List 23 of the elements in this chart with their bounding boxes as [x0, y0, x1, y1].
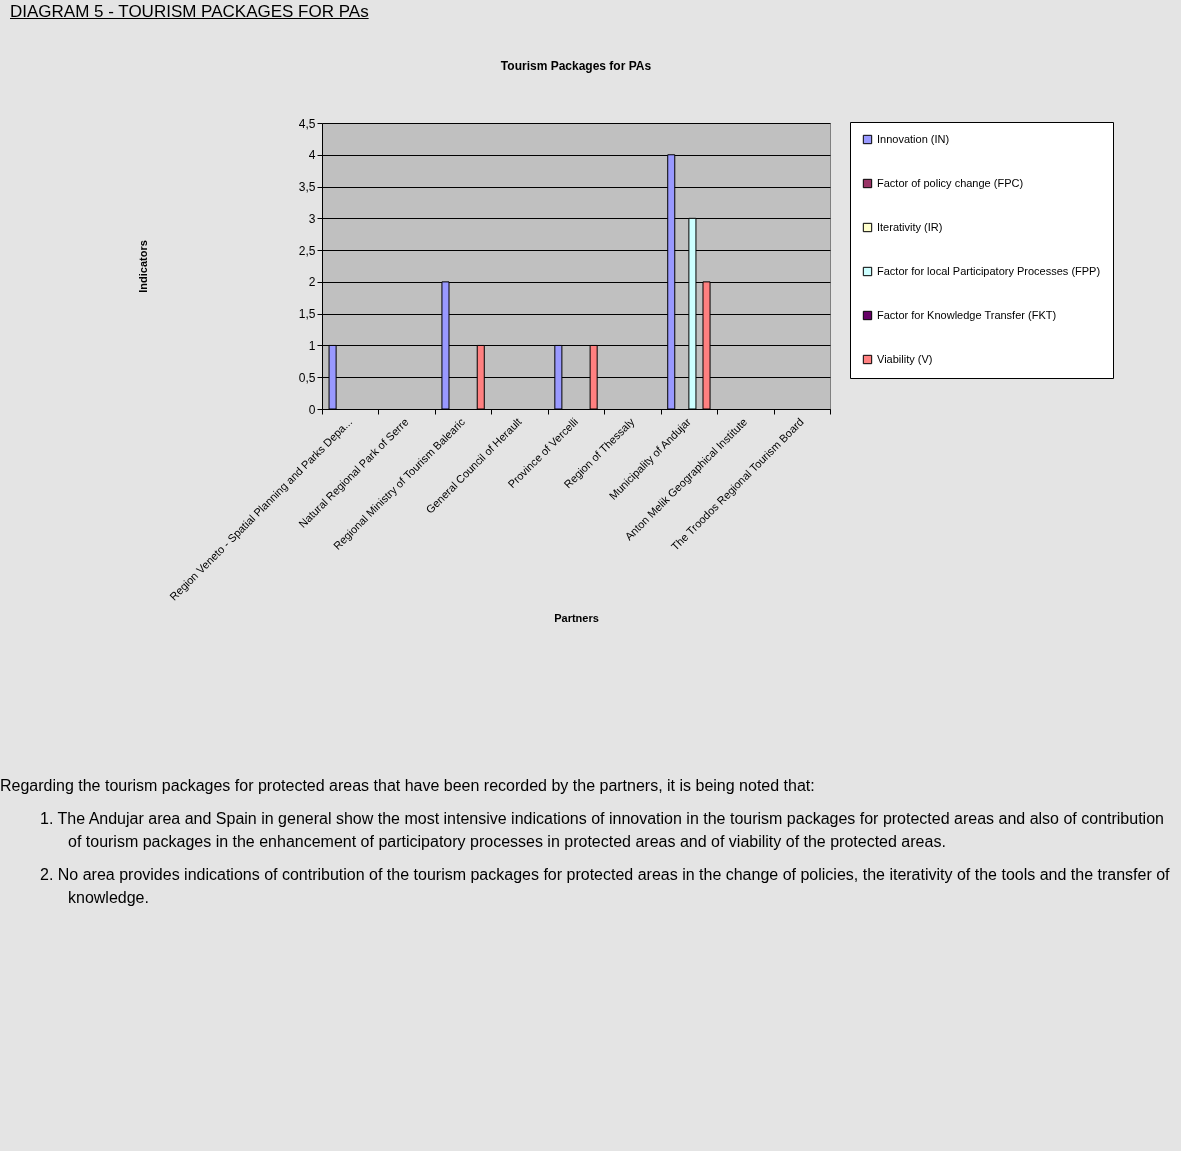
y-tick-label: 1 [308, 338, 316, 353]
chart-title: Tourism Packages for PAs [500, 59, 652, 73]
x-axis-title: Partners [554, 611, 599, 624]
y-tick-label: 0 [308, 402, 316, 417]
text: Regarding the tourism packages for protected areas that have been recorded by the partners, it is being noted that: [0, 776, 816, 796]
y-axis-title: Indicators [136, 240, 149, 293]
legend-label: Innovation (IN) [877, 132, 950, 145]
text: 1. The Andujar area and Spain in general show the most intensive indications of innovation in the tourism packages for protected areas and also of contribution of tourism packages in the enhancement of participatory processes in protected areas and of viability of the protected areas. [39, 809, 1165, 852]
legend-label: Viability (V) [877, 352, 933, 365]
y-tick-label: 2,5 [298, 243, 316, 258]
y-tick-label: 4 [308, 148, 316, 163]
y-tick-label: 2 [308, 275, 316, 290]
legend-label: Factor for local Participatory Processes (FPP) [877, 264, 1101, 277]
text: DIAGRAM 5 - TOURISM PACKAGES FOR PAs [10, 2, 369, 22]
y-tick-label: 3 [308, 211, 316, 226]
y-tick-label: 1,5 [298, 307, 316, 322]
y-tick-label: 4,5 [298, 116, 316, 131]
y-tick-label: 0,5 [298, 370, 316, 385]
legend-label: Factor for Knowledge Transfer (FKT) [877, 308, 1057, 321]
legend-label: Factor of policy change (FPC) [877, 176, 1024, 189]
legend-label: Iterativity (IR) [877, 220, 943, 233]
text: 2. No area provides indications of contribution of the tourism packages for protected areas in the change of policies, the iterativity of the tools and the transfer of knowledge. [39, 865, 1170, 908]
y-tick-label: 3,5 [298, 180, 316, 195]
